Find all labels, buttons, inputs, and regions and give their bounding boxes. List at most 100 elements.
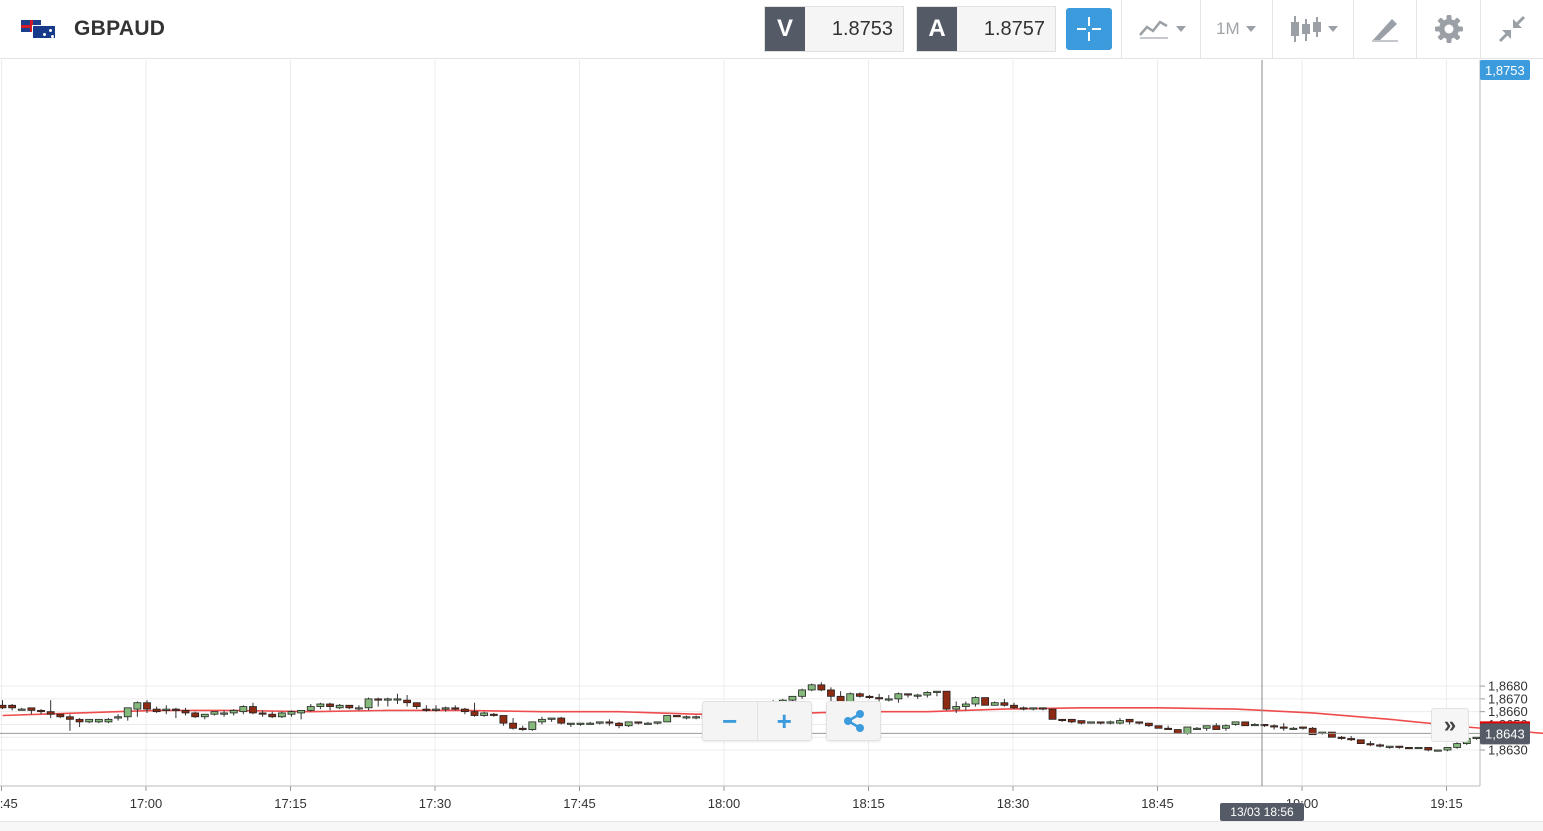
share-button[interactable] <box>826 701 881 741</box>
candle-style-button[interactable] <box>1290 10 1338 48</box>
candle <box>991 701 998 705</box>
x-tick-label: 18:00 <box>708 796 741 811</box>
candle <box>394 694 401 704</box>
candle <box>1454 742 1461 748</box>
current-price-value: 1,8643 <box>1485 726 1525 741</box>
candle <box>1088 722 1095 723</box>
timeframe-dropdown[interactable]: 1M <box>1216 10 1256 48</box>
sell-label: V <box>765 7 805 51</box>
candle <box>1222 724 1229 730</box>
candle <box>47 700 54 718</box>
candle <box>1232 722 1239 726</box>
candle <box>86 719 93 723</box>
candle <box>962 701 969 710</box>
candle <box>1020 707 1027 711</box>
candle <box>905 694 912 698</box>
candle <box>1348 736 1355 741</box>
candle <box>355 705 362 710</box>
candle <box>799 689 806 699</box>
candle <box>972 696 979 706</box>
candle <box>115 714 122 720</box>
candle <box>616 722 623 728</box>
buy-label: A <box>917 7 957 51</box>
candle <box>673 715 680 716</box>
candle <box>664 715 671 721</box>
candle <box>856 692 863 697</box>
candle <box>1116 718 1123 724</box>
candle <box>1001 699 1008 707</box>
candle <box>1425 747 1432 751</box>
x-tick-label: 17:30 <box>419 796 452 811</box>
candle <box>1068 719 1075 723</box>
candle <box>1242 722 1249 726</box>
x-tick-label: 17:45 <box>563 796 596 811</box>
candle <box>76 718 83 727</box>
candle <box>895 692 902 702</box>
x-tick-label: 19:15 <box>1430 796 1463 811</box>
candle <box>461 708 468 714</box>
candle <box>1078 721 1085 725</box>
candle <box>433 705 440 711</box>
candle <box>808 684 815 692</box>
candle <box>529 722 536 731</box>
instrument-selector[interactable]: GBPAUD <box>20 14 165 44</box>
candle <box>1328 732 1335 737</box>
candle <box>249 703 256 715</box>
candle <box>1049 709 1056 719</box>
candle <box>1444 747 1451 751</box>
candle <box>538 717 545 725</box>
candle <box>230 709 237 715</box>
buy-price: 1.8757 <box>957 7 1055 51</box>
candle <box>490 713 497 717</box>
crosshair-icon <box>1075 15 1103 43</box>
zoom-out-button[interactable]: − <box>703 702 758 740</box>
candle <box>1155 726 1162 729</box>
x-tick-label: 18:30 <box>997 796 1030 811</box>
candle <box>105 718 112 723</box>
candle <box>346 705 353 709</box>
candle <box>914 694 921 699</box>
sell-price-box[interactable]: V 1.8753 <box>764 6 904 52</box>
drawing-tools-button[interactable] <box>1370 10 1400 48</box>
candle <box>510 718 517 730</box>
candle <box>57 714 64 718</box>
candle <box>336 704 343 709</box>
zoom-in-button[interactable]: + <box>758 702 812 740</box>
gbp-aud-flag-icon <box>20 19 56 39</box>
candle <box>1396 746 1403 749</box>
candle <box>943 691 950 710</box>
candle <box>625 722 632 727</box>
candle <box>124 708 131 721</box>
candle <box>153 707 160 713</box>
candle <box>269 712 276 718</box>
candle <box>548 718 555 722</box>
buy-price-box[interactable]: A 1.8757 <box>916 6 1056 52</box>
collapse-button[interactable] <box>1497 10 1527 48</box>
candle <box>1290 727 1297 730</box>
timeframe-value: 1M <box>1216 19 1240 39</box>
candle <box>18 708 25 711</box>
candle <box>327 703 334 711</box>
collapse-icon <box>1497 14 1527 44</box>
candle <box>1011 703 1018 709</box>
candle <box>1338 736 1345 740</box>
crosshair-button[interactable] <box>1066 8 1112 50</box>
share-icon <box>842 709 866 733</box>
chart-type-button[interactable] <box>1138 10 1186 48</box>
candle <box>365 698 372 711</box>
zoom-controls: − + <box>702 701 812 741</box>
candle <box>1203 726 1210 731</box>
candle <box>1386 746 1393 749</box>
y-tick-label: 1,8660 <box>1488 704 1528 719</box>
candle <box>933 691 940 696</box>
scroll-to-latest-button[interactable]: » <box>1431 708 1469 742</box>
toolbar: GBPAUD V 1.8753 A 1.8757 1M <box>0 0 1543 59</box>
candle <box>1145 723 1152 727</box>
settings-button[interactable] <box>1434 10 1464 48</box>
gear-icon <box>1434 14 1464 44</box>
candle <box>1030 708 1037 711</box>
candle <box>1434 750 1441 751</box>
candle <box>163 705 170 714</box>
x-tick-label: 18:15 <box>852 796 885 811</box>
candle <box>1174 730 1181 734</box>
